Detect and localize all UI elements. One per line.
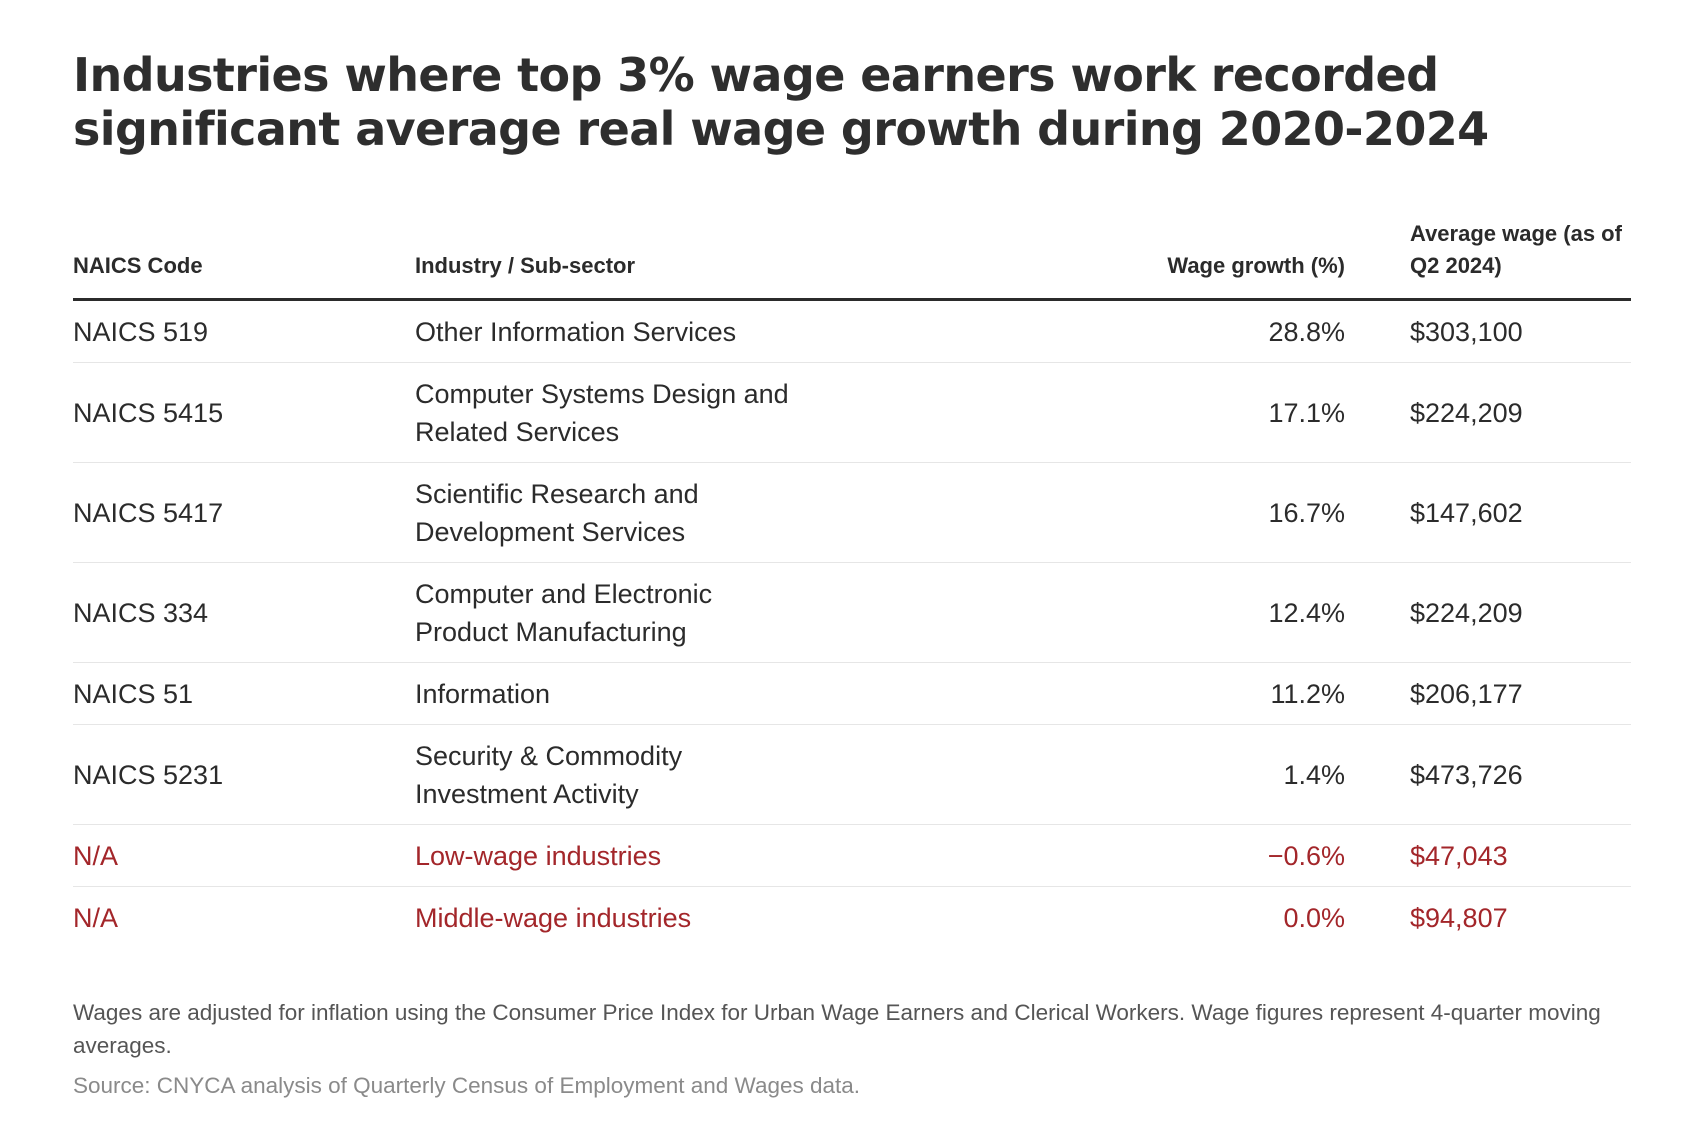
average-wage-cell: $224,209 bbox=[1345, 562, 1631, 663]
chart-page: Industries where top 3% wage earners wor… bbox=[73, 48, 1631, 1102]
industry-cell: Information bbox=[415, 662, 975, 725]
table-row: N/A Middle-wage industries 0.0% $94,807 bbox=[73, 887, 1631, 949]
industry-cell: Other Information Services bbox=[415, 299, 975, 363]
industry-cell: Middle-wage industries bbox=[415, 887, 975, 949]
wage-growth-cell: 0.0% bbox=[1283, 902, 1345, 933]
table-row: NAICS 51 Information 11.2% $206,177 bbox=[73, 662, 1631, 725]
average-wage-cell: $47,043 bbox=[1345, 824, 1631, 887]
naics-code-cell: NAICS 5417 bbox=[73, 462, 415, 563]
wage-growth-cell: 28.8% bbox=[975, 299, 1345, 363]
industry-label-line: Information bbox=[415, 678, 551, 709]
industry-label-line: Scientific Research and bbox=[415, 478, 699, 509]
industry-label-line: Development Services bbox=[415, 516, 686, 547]
wage-growth-cell: 1.4% bbox=[975, 724, 1345, 825]
wage-table: NAICS Code Industry / Sub-sector Wage gr… bbox=[73, 218, 1631, 948]
average-wage-cell: $94,807 bbox=[1410, 902, 1508, 933]
naics-code-cell: N/A bbox=[73, 902, 119, 933]
industry-label-line: Security & Commodity bbox=[415, 740, 683, 771]
column-header-average-wage: Average wage (as of Q2 2024) bbox=[1345, 218, 1631, 301]
industry-cell: Low-wage industries bbox=[415, 824, 975, 887]
naics-code-cell: NAICS 51 bbox=[73, 662, 415, 725]
column-header-naics: NAICS Code bbox=[73, 218, 415, 301]
source-note: Source: CNYCA analysis of Quarterly Cens… bbox=[73, 1073, 861, 1098]
industry-label-line: Computer Systems Design and bbox=[415, 378, 789, 409]
average-wage-cell: $473,726 bbox=[1345, 724, 1631, 825]
table-row: NAICS 5417 Scientific Research and Develop… bbox=[73, 462, 1631, 563]
wage-growth-cell: 16.7% bbox=[975, 462, 1345, 563]
column-header-wage-growth: Wage growth (%) bbox=[975, 218, 1345, 301]
industry-label-line: Low-wage industries bbox=[415, 840, 662, 871]
average-wage-cell: $224,209 bbox=[1345, 362, 1631, 463]
naics-code-cell: NAICS 334 bbox=[73, 562, 415, 663]
table-row: NAICS 5415 Computer Systems Design and Rel… bbox=[73, 362, 1631, 463]
table-row: NAICS 334 Computer and Electronic Product … bbox=[73, 562, 1631, 663]
table-row: N/A Low-wage industries −0.6% $47,043 bbox=[73, 824, 1631, 887]
industry-label-line: Other Information Services bbox=[415, 316, 737, 347]
industry-cell: Security & Commodity Investment Activity bbox=[415, 724, 975, 825]
naics-code-cell: N/A bbox=[73, 824, 415, 887]
industry-label-line: Product Manufacturing bbox=[415, 616, 687, 647]
industry-cell: Computer Systems Design and Related Servi… bbox=[415, 362, 975, 463]
wage-growth-cell: 17.1% bbox=[975, 362, 1345, 463]
wage-growth-cell: −0.6% bbox=[975, 824, 1345, 887]
table-body: NAICS 519 Other Information Services 28.8%… bbox=[73, 299, 1631, 949]
industry-cell: Computer and Electronic Product Manufactu… bbox=[415, 562, 975, 663]
industry-cell: Scientific Research and Development Servi… bbox=[415, 462, 975, 563]
table-header-row: NAICS Code Industry / Sub-sector Wage gr… bbox=[73, 218, 1631, 301]
wage-growth-cell: 12.4% bbox=[975, 562, 1345, 663]
column-header-industry: Industry / Sub-sector bbox=[415, 218, 975, 301]
table-row: NAICS 5231 Security & Commodity Investment… bbox=[73, 724, 1631, 825]
average-wage-cell: $206,177 bbox=[1345, 662, 1631, 725]
chart-title: Industries where top 3% wage earners wor… bbox=[73, 48, 1489, 156]
average-wage-cell: $303,100 bbox=[1345, 299, 1631, 363]
industry-label-line: Middle-wage industries bbox=[415, 902, 692, 933]
industry-label-line: Related Services bbox=[415, 416, 620, 447]
average-wage-cell: $147,602 bbox=[1345, 462, 1631, 563]
naics-code-cell: NAICS 519 bbox=[73, 299, 415, 363]
table-row: NAICS 519 Other Information Services 28.8%… bbox=[73, 299, 1631, 363]
industry-label-line: Computer and Electronic bbox=[415, 578, 713, 609]
naics-code-cell: NAICS 5231 bbox=[73, 724, 415, 825]
footnote: Wages are adjusted for inflation using t… bbox=[73, 1000, 1601, 1058]
naics-code-cell: NAICS 5415 bbox=[73, 362, 415, 463]
industry-label-line: Investment Activity bbox=[415, 778, 639, 809]
wage-growth-cell: 11.2% bbox=[975, 662, 1345, 725]
